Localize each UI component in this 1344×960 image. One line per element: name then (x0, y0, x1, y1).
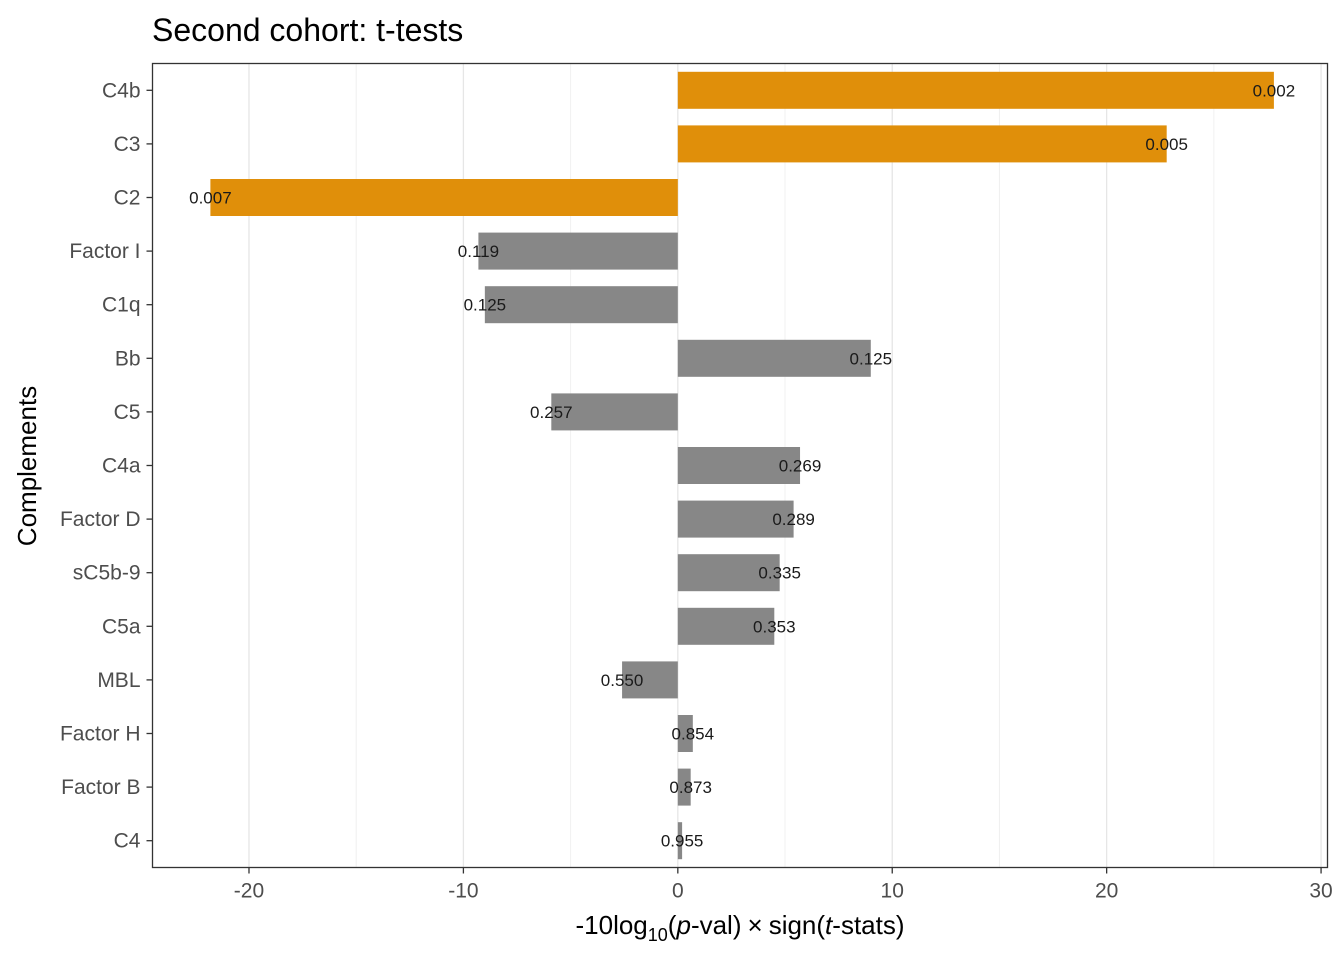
data-label: 0.005 (1145, 135, 1188, 154)
x-axis-title-subscript: 10 (648, 925, 668, 945)
data-label: 0.955 (661, 832, 704, 851)
data-label: 0.257 (530, 403, 573, 422)
x-axis-title-tstats: -stats) (832, 910, 904, 940)
y-axis-ticks: C4b C3 C2 Factor I C1q Bb C5 C4a Factor D sC5b-9 C… (60, 79, 153, 853)
bar-c4 (677, 822, 683, 860)
x-axis-title-times: × (748, 910, 763, 940)
bar-c2 (210, 179, 678, 216)
x-axis-title: -10log10(p-val) × sign(t-stats) (575, 910, 904, 945)
x-axis-title-prefix: -10log (575, 910, 647, 940)
x-axis-title-p: p (675, 910, 690, 940)
x-tick-label: 10 (881, 880, 904, 903)
y-tick-label: C1q (102, 294, 141, 317)
bar-factor-b (677, 768, 691, 806)
bar-c5 (551, 393, 678, 431)
bars (210, 71, 1274, 860)
x-axis-title-paren: ( (668, 910, 677, 940)
y-tick-label: Factor I (69, 240, 140, 263)
y-tick-label: C4b (102, 79, 141, 102)
y-tick-label: MBL (97, 669, 140, 692)
bar-factor-d (677, 500, 794, 538)
y-tick-label: Factor D (60, 508, 141, 531)
bar-c4b (677, 71, 1274, 109)
data-label: 0.550 (601, 671, 644, 690)
x-axis-title-sign: sign( (769, 910, 826, 940)
bar-c3 (677, 125, 1167, 163)
x-axis-title-pval: -val) (691, 910, 742, 940)
data-labels: 0.002 0.005 0.007 0.119 0.125 0.125 0.257 0.269… (189, 81, 1295, 850)
bar-c4a (677, 447, 801, 484)
data-label: 0.873 (669, 778, 712, 797)
x-axis-ticks: -20 -10 0 10 20 30 (234, 867, 1333, 903)
x-tick-label: -20 (234, 880, 264, 903)
y-tick-label: C3 (114, 133, 141, 156)
y-tick-label: Factor B (61, 776, 140, 799)
x-tick-label: -10 (448, 880, 478, 903)
bar-factor-h (677, 715, 693, 752)
x-axis-title-t: t (825, 910, 834, 940)
y-tick-label: C4a (102, 455, 141, 478)
y-tick-label: Bb (115, 347, 141, 370)
bar-bb (677, 339, 871, 377)
data-label: 0.854 (672, 725, 715, 744)
data-label: 0.125 (464, 296, 507, 315)
bar-sc5b-9 (677, 554, 780, 592)
bar-mbl (622, 661, 678, 699)
y-tick-label: Factor H (60, 723, 141, 746)
data-label: 0.119 (458, 242, 499, 261)
data-label: 0.353 (753, 617, 796, 636)
data-label: 0.269 (779, 457, 822, 476)
x-tick-label: 0 (672, 880, 684, 903)
x-tick-label: 20 (1095, 880, 1118, 903)
data-label: 0.002 (1253, 81, 1296, 100)
bar-c5a (677, 607, 775, 645)
y-tick-label: C2 (114, 187, 141, 210)
data-label: 0.335 (758, 564, 801, 583)
bar-c1q (484, 286, 678, 324)
x-tick-label: 30 (1309, 880, 1332, 903)
y-tick-label: C5a (102, 615, 141, 638)
y-tick-label: sC5b-9 (73, 562, 141, 585)
data-label: 0.289 (772, 510, 815, 529)
chart-title: Second cohort: t-tests (152, 12, 463, 48)
data-label: 0.125 (850, 349, 893, 368)
bar-factor-i (478, 232, 678, 270)
data-label: 0.007 (189, 189, 232, 208)
y-axis-title: Complements (12, 386, 42, 546)
y-tick-label: C5 (114, 401, 141, 424)
y-tick-label: C4 (114, 830, 141, 853)
